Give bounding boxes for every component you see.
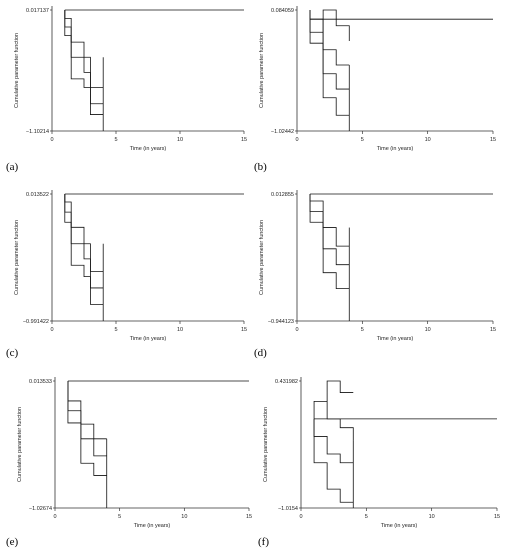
y-axis-title: Cumulative parameter function	[14, 220, 20, 295]
series-line-5	[326, 401, 354, 441]
y-tick-label-bottom: −1.0154	[278, 506, 298, 512]
x-axis-title: Time (in years)	[130, 336, 167, 342]
series-line-2	[67, 381, 107, 457]
x-tick-label: 5	[114, 327, 117, 333]
y-tick-label-bottom: −1.10214	[26, 129, 49, 135]
x-tick-label: 10	[181, 514, 187, 520]
y-tick-label-top: 0.017137	[26, 8, 49, 14]
panel-label: (a)	[6, 161, 19, 173]
x-tick-label: 15	[490, 137, 496, 143]
series-line-3	[309, 10, 350, 116]
x-tick-label: 10	[177, 327, 183, 333]
series-line-4	[313, 418, 354, 464]
series-line-2	[309, 194, 350, 266]
x-tick-label: 10	[429, 514, 435, 520]
x-tick-label: 5	[361, 327, 364, 333]
x-tick-label: 0	[53, 514, 56, 520]
y-tick-label-bottom: −1.02674	[29, 506, 52, 512]
y-tick-label-top: 0.013522	[26, 192, 49, 198]
y-tick-label-top: 0.431982	[275, 379, 298, 385]
x-tick-label: 10	[177, 137, 183, 143]
y-axis-title: Cumulative parameter function	[259, 220, 265, 295]
y-tick-label-top: 0.084059	[271, 8, 294, 14]
series-line-4	[309, 194, 350, 247]
y-axis-title: Cumulative parameter function	[259, 33, 265, 108]
y-tick-label-top: 0.013533	[29, 379, 52, 385]
x-tick-label: 10	[425, 327, 431, 333]
y-tick-label-bottom: −1.02442	[271, 129, 294, 135]
panel-label: (c)	[6, 347, 19, 359]
series-line-3	[309, 194, 350, 290]
x-axis-title: Time (in years)	[134, 523, 171, 529]
series-line-3	[64, 194, 104, 305]
x-tick-label: 0	[299, 514, 302, 520]
x-axis-title: Time (in years)	[377, 336, 414, 342]
x-tick-label: 5	[361, 137, 364, 143]
x-axis-title: Time (in years)	[377, 146, 414, 152]
y-tick-label-bottom: −0.944123	[268, 319, 294, 325]
chart-panel-4: 0 5 10 15 0.012855 −0.944123 Time (in years) Cu…	[254, 190, 496, 359]
x-tick-label: 15	[241, 137, 247, 143]
x-tick-label: 5	[365, 514, 368, 520]
x-tick-label: 0	[50, 327, 53, 333]
x-tick-label: 15	[494, 514, 500, 520]
series-line-3	[313, 418, 354, 503]
y-tick-label-top: 0.012855	[271, 192, 294, 198]
chart-panel-6: 0 5 10 15 0.431982 −1.0154 Time (in years) Cumu…	[258, 377, 500, 548]
x-tick-label: 10	[425, 137, 431, 143]
y-axis-title: Cumulative parameter function	[14, 33, 20, 108]
series-line-4	[67, 381, 107, 440]
series-line-3	[67, 381, 107, 476]
panel-label: (f)	[258, 536, 269, 548]
x-tick-label: 0	[295, 327, 298, 333]
x-tick-label: 15	[246, 514, 252, 520]
panel-label: (d)	[254, 347, 267, 359]
y-tick-label-bottom: −0.991422	[23, 319, 49, 325]
x-tick-label: 5	[114, 137, 117, 143]
x-tick-label: 0	[50, 137, 53, 143]
panel-label: (e)	[6, 536, 19, 548]
chart-panel-3: 0 5 10 15 0.013522 −0.991422 Time (in years) Cu…	[6, 190, 247, 359]
series-line-2	[313, 380, 354, 419]
chart-panel-2: 0 5 10 15 0.084059 −1.02442 Time (in years) Cum…	[254, 6, 496, 173]
x-tick-label: 15	[490, 327, 496, 333]
x-tick-label: 15	[241, 327, 247, 333]
x-axis-title: Time (in years)	[381, 523, 418, 529]
series-line-4	[64, 194, 104, 272]
chart-panel-5: 0 5 10 15 0.013533 −1.02674 Time (in years) Cum…	[6, 377, 252, 548]
chart-panel-1: 0 5 10 15 0.017137 −1.10214 Time (in years) Cum…	[6, 6, 247, 173]
series-line-5	[322, 9, 350, 42]
panel-label: (b)	[254, 161, 267, 173]
series-line-4	[309, 10, 350, 66]
x-tick-label: 5	[118, 514, 121, 520]
y-axis-title: Cumulative parameter function	[263, 407, 269, 482]
x-tick-label: 0	[295, 137, 298, 143]
series-line-3	[64, 10, 104, 115]
x-axis-title: Time (in years)	[130, 146, 167, 152]
y-axis-title: Cumulative parameter function	[17, 407, 23, 482]
series-line-4	[64, 10, 104, 88]
